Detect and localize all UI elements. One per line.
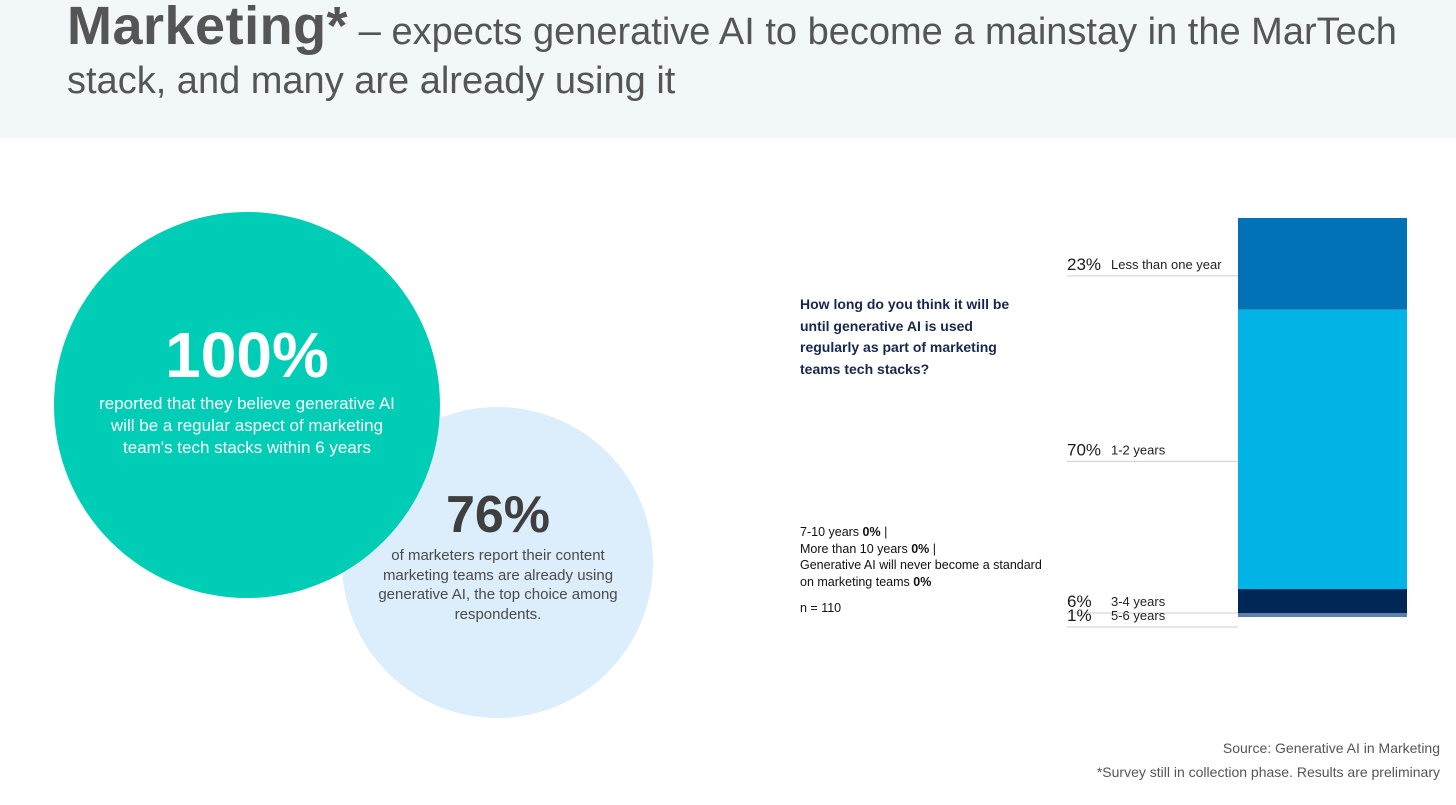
- other-answers: 7-10 years 0% | More than 10 years 0% | …: [800, 524, 1050, 590]
- source-line: Source: Generative AI in Marketing: [1222, 740, 1440, 756]
- primary-stat-circle: [54, 212, 440, 598]
- category-label-3-4-years: 3-4 years: [1111, 594, 1166, 609]
- other-answer-row: Generative AI will never become a standa…: [800, 557, 1050, 590]
- data-label-1-2-years: 70%: [1067, 440, 1101, 459]
- secondary-stat-value: 76%: [445, 486, 551, 544]
- other-answer-value: 0%: [911, 541, 930, 556]
- title-rest: expects generative AI to become a mainst…: [67, 11, 1397, 102]
- bar-segment-5-6-years: [1238, 613, 1407, 617]
- data-label-3-4-years: 6%: [1067, 592, 1092, 611]
- other-answer-value: 0%: [862, 525, 881, 539]
- header-band: Marketing* – expects generative AI to be…: [0, 0, 1456, 138]
- category-label-less-than-one-year: Less than one year: [1111, 257, 1222, 272]
- primary-stat-text: reported that they believe generative AI…: [99, 394, 395, 457]
- category-label-1-2-years: 1-2 years: [1111, 442, 1166, 457]
- title-dash: –: [358, 9, 381, 53]
- other-answer-value: 0%: [913, 574, 932, 589]
- page-title: Marketing* – expects generative AI to be…: [67, 0, 1407, 106]
- category-label-5-6-years: 5-6 years: [1111, 608, 1166, 623]
- source-note: Source: Generative AI in Marketing *Surv…: [1097, 736, 1440, 784]
- survey-question: How long do you think it will be until g…: [800, 296, 1010, 377]
- sample-size: n = 110: [800, 601, 842, 615]
- bar-segment-3-4-years: [1238, 589, 1407, 614]
- bar-segment-1-2-years: [1238, 309, 1407, 590]
- bar-segment-less-than-one-year: [1238, 218, 1407, 310]
- data-label-5-6-years: 1%: [1067, 606, 1092, 625]
- other-answer-label: Generative AI will never become a standa…: [800, 558, 1042, 589]
- other-answer-label: 7-10 years: [800, 525, 860, 539]
- other-answer-row: More than 10 years 0% |: [800, 541, 936, 556]
- secondary-stat-text: of marketers report their content market…: [378, 547, 618, 623]
- data-label-less-than-one-year: 23%: [1067, 255, 1101, 274]
- other-answer-label: More than 10 years: [800, 541, 908, 556]
- primary-stat-value: 100%: [165, 319, 329, 391]
- disclaimer-line: *Survey still in collection phase. Resul…: [1096, 764, 1440, 780]
- title-bold: Marketing*: [67, 0, 349, 56]
- other-answer-row: 7-10 years 0% |: [800, 525, 888, 539]
